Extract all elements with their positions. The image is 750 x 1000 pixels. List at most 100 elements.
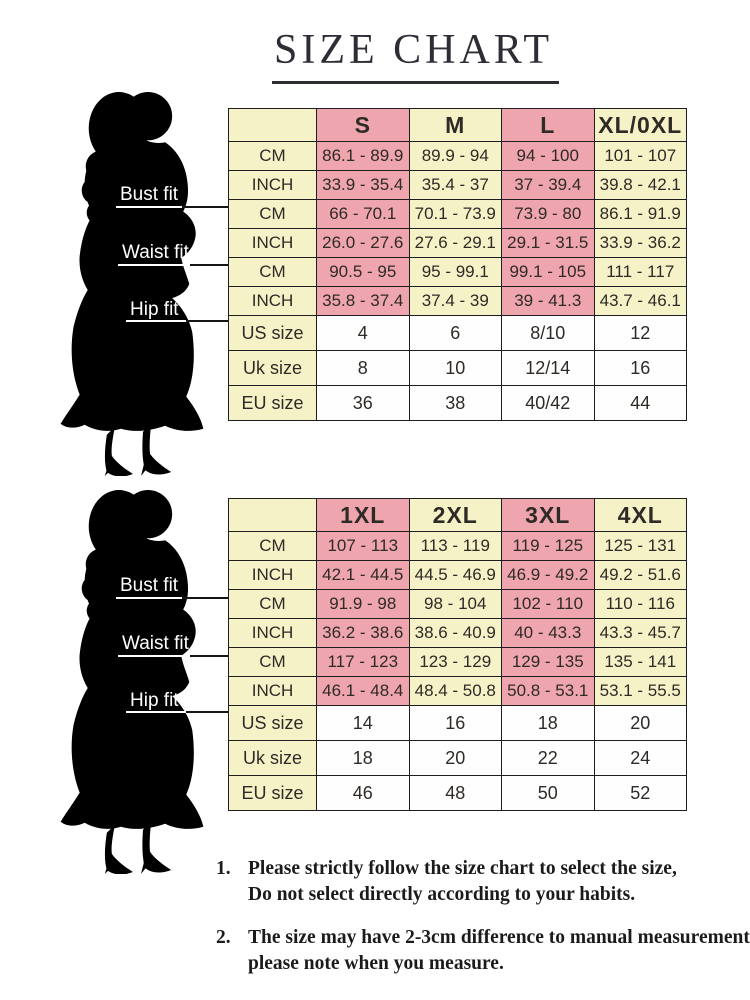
row-label: INCH	[228, 170, 317, 200]
uk-size-row: Uk size 8 10 12/14 16	[228, 350, 687, 386]
bust-fit-label: Bust fit	[120, 575, 179, 596]
cell: 43.3 - 45.7	[593, 618, 687, 648]
cell: 90.5 - 95	[316, 257, 410, 287]
waist-fit-leader-line	[188, 655, 228, 657]
cell: 46.9 - 49.2	[501, 560, 595, 590]
cell: 91.9 - 98	[316, 589, 410, 619]
cell: 16	[593, 350, 687, 386]
cell: 10	[408, 350, 502, 386]
cell: 53.1 - 55.5	[593, 676, 687, 706]
size-table-regular: S M L XL/0XL CM 86.1 - 89.9 89.9 - 94 94…	[228, 108, 687, 421]
cell: 135 - 141	[593, 647, 687, 677]
cell: 4	[316, 315, 410, 351]
hip-inch-row: INCH 35.8 - 37.4 37.4 - 39 39 - 41.3 43.…	[228, 286, 687, 316]
cell: 44	[593, 385, 687, 421]
us-size-row: US size 4 6 8/10 12	[228, 315, 687, 351]
cell: 18	[316, 740, 410, 776]
cell: 44.5 - 46.9	[408, 560, 502, 590]
size-table-plus: 1XL 2XL 3XL 4XL CM 107 - 113 113 - 119 1…	[228, 498, 687, 811]
waist-fit-label: Waist fit	[122, 633, 189, 654]
cell: 36	[316, 385, 410, 421]
cell: 18	[501, 705, 595, 741]
row-label: EU size	[228, 775, 317, 811]
cell: 12	[593, 315, 687, 351]
row-label: CM	[228, 531, 317, 561]
cell: 95 - 99.1	[408, 257, 502, 287]
cell: 39 - 41.3	[501, 286, 595, 316]
bust-inch-row: INCH 42.1 - 44.5 44.5 - 46.9 46.9 - 49.2…	[228, 560, 687, 590]
cell: 42.1 - 44.5	[316, 560, 410, 590]
cell: 8/10	[501, 315, 595, 351]
cell: 35.8 - 37.4	[316, 286, 410, 316]
cell: 111 - 117	[593, 257, 687, 287]
cell: 27.6 - 29.1	[408, 228, 502, 258]
waist-fit-leader-line	[188, 264, 228, 266]
us-size-row: US size 14 16 18 20	[228, 705, 687, 741]
size-notes: 1. Please strictly follow the size chart…	[216, 856, 750, 994]
bust-cm-row: CM 107 - 113 113 - 119 119 - 125 125 - 1…	[228, 531, 687, 561]
hip-cm-row: CM 117 - 123 123 - 129 129 - 135 135 - 1…	[228, 647, 687, 677]
column-header-s: S	[316, 108, 410, 142]
cell: 40/42	[501, 385, 595, 421]
cell: 66 - 70.1	[316, 199, 410, 229]
row-label: INCH	[228, 286, 317, 316]
column-header-m: M	[408, 108, 502, 142]
cell: 113 - 119	[408, 531, 502, 561]
note-text: Please strictly follow the size chart to…	[248, 858, 677, 905]
row-label: CM	[228, 141, 317, 171]
cell: 38.6 - 40.9	[408, 618, 502, 648]
cell: 20	[408, 740, 502, 776]
bust-fit-label: Bust fit	[120, 184, 179, 205]
cell: 98 - 104	[408, 589, 502, 619]
eu-size-row: EU size 36 38 40/42 44	[228, 385, 687, 421]
cell: 101 - 107	[593, 141, 687, 171]
cell: 94 - 100	[501, 141, 595, 171]
row-label: Uk size	[228, 350, 317, 386]
cell: 86.1 - 89.9	[316, 141, 410, 171]
corner-cell	[228, 498, 317, 532]
cell: 14	[316, 705, 410, 741]
waist-fit-label: Waist fit	[122, 242, 189, 263]
bust-fit-leader-line	[180, 206, 228, 208]
hip-fit-label: Hip fit	[130, 690, 179, 711]
page-title: SIZE CHART	[272, 26, 559, 84]
hip-fit-label: Hip fit	[130, 299, 179, 320]
cell: 129 - 135	[501, 647, 595, 677]
row-label: EU size	[228, 385, 317, 421]
uk-size-row: Uk size 18 20 22 24	[228, 740, 687, 776]
note-2: 2. The size may have 2-3cm difference to…	[216, 925, 750, 977]
waist-inch-row: INCH 26.0 - 27.6 27.6 - 29.1 29.1 - 31.5…	[228, 228, 687, 258]
corner-cell	[228, 108, 317, 142]
cell: 38	[408, 385, 502, 421]
hip-inch-row: INCH 46.1 - 48.4 48.4 - 50.8 50.8 - 53.1…	[228, 676, 687, 706]
note-1: 1. Please strictly follow the size chart…	[216, 856, 741, 908]
cell: 46	[316, 775, 410, 811]
note-number: 2.	[216, 927, 231, 948]
bust-fit-underline	[116, 206, 182, 208]
cell: 26.0 - 27.6	[316, 228, 410, 258]
bust-cm-row: CM 86.1 - 89.9 89.9 - 94 94 - 100 101 - …	[228, 141, 687, 171]
hip-fit-leader-line	[184, 320, 228, 322]
waist-fit-underline	[118, 655, 190, 657]
cell: 36.2 - 38.6	[316, 618, 410, 648]
bust-fit-leader-line	[180, 597, 228, 599]
cell: 37.4 - 39	[408, 286, 502, 316]
cell: 119 - 125	[501, 531, 595, 561]
cell: 52	[593, 775, 687, 811]
cell: 50.8 - 53.1	[501, 676, 595, 706]
column-header-xl: XL/0XL	[593, 108, 687, 142]
column-header-4xl: 4XL	[593, 498, 687, 532]
cell: 37 - 39.4	[501, 170, 595, 200]
cell: 40 - 43.3	[501, 618, 595, 648]
hip-fit-underline	[126, 711, 186, 713]
cell: 86.1 - 91.9	[593, 199, 687, 229]
row-label: INCH	[228, 618, 317, 648]
cell: 8	[316, 350, 410, 386]
hip-fit-underline	[126, 320, 186, 322]
row-label: INCH	[228, 676, 317, 706]
cell: 107 - 113	[316, 531, 410, 561]
cell: 12/14	[501, 350, 595, 386]
cell: 29.1 - 31.5	[501, 228, 595, 258]
waist-inch-row: INCH 36.2 - 38.6 38.6 - 40.9 40 - 43.3 4…	[228, 618, 687, 648]
note-number: 1.	[216, 858, 231, 879]
